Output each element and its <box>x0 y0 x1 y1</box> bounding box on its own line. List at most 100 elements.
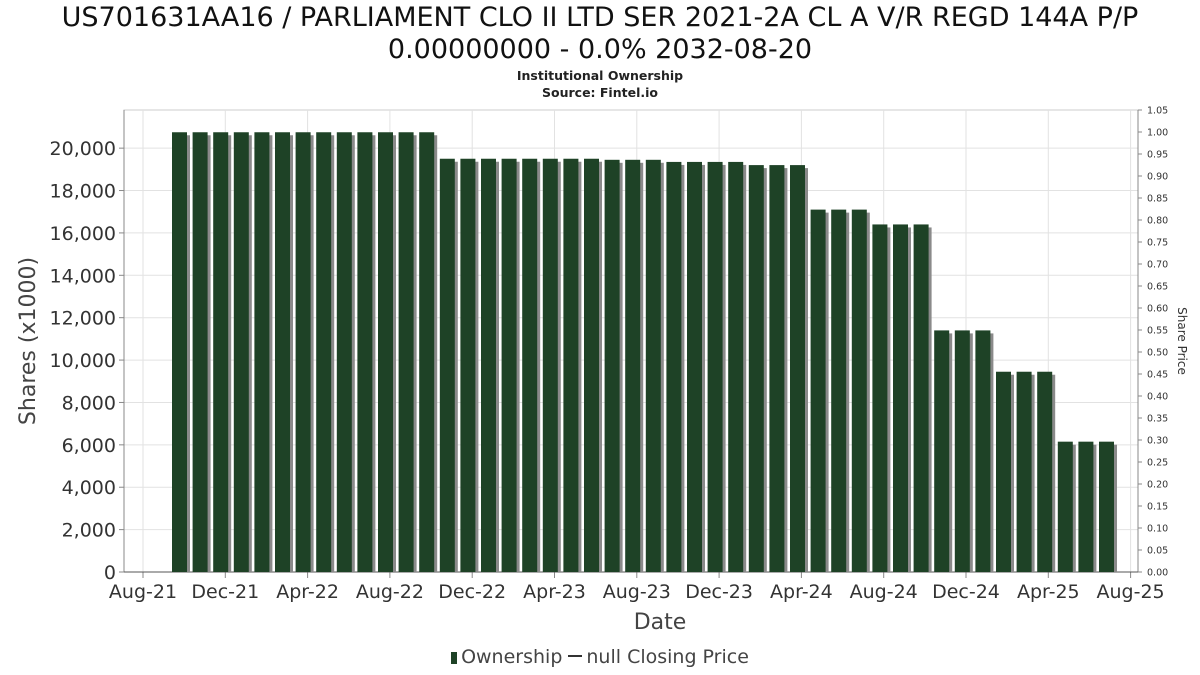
y2-tick-label: 0.25 <box>1147 458 1168 469</box>
price-legend-line <box>568 655 583 657</box>
ownership-bar <box>1016 371 1032 572</box>
y-tick-label: 10,000 <box>50 350 116 372</box>
y-tick-label: 4,000 <box>62 477 116 499</box>
ownership-bar <box>1057 441 1073 572</box>
chart-legend: Ownership null Closing Price <box>0 646 1200 668</box>
ownership-bar <box>810 209 826 572</box>
ownership-bar <box>439 158 455 573</box>
ownership-bar <box>584 158 599 573</box>
ownership-bar <box>378 132 393 572</box>
x-tick-label: Aug-24 <box>850 581 918 603</box>
y2-tick-label: 0.70 <box>1147 260 1168 271</box>
x-tick-label: Apr-25 <box>1017 581 1080 603</box>
ownership-bar <box>460 158 476 573</box>
ownership-bar <box>913 224 929 572</box>
x-tick-label: Aug-23 <box>603 581 671 603</box>
ownership-bar <box>975 330 991 572</box>
ownership-bar <box>604 159 620 573</box>
ownership-bar <box>625 159 641 573</box>
y2-tick-label: 1.00 <box>1147 128 1168 139</box>
ownership-bar <box>996 371 1011 572</box>
ownership-bar <box>893 224 908 572</box>
ownership-bar <box>1078 441 1094 572</box>
ownership-bar <box>707 161 723 573</box>
y2-tick-label: 0.15 <box>1147 502 1168 513</box>
y2-tick-label: 0.80 <box>1147 216 1168 227</box>
ownership-bar <box>563 158 579 573</box>
ownership-bar <box>790 165 805 572</box>
y2-tick-label: 0.30 <box>1147 436 1168 447</box>
ownership-bar <box>1037 371 1053 572</box>
y-tick-label: 20,000 <box>50 138 116 160</box>
ownership-bar <box>522 158 538 573</box>
y-axis-title: Shares (x1000) <box>16 257 41 425</box>
ownership-bar <box>666 161 682 573</box>
x-tick-label: Dec-21 <box>191 581 259 603</box>
ownership-legend-swatch <box>451 652 458 664</box>
ownership-bar <box>748 165 764 572</box>
ownership-bar <box>769 165 785 572</box>
ownership-legend-label: Ownership <box>461 646 563 668</box>
y2-tick-label: 0.90 <box>1147 172 1168 183</box>
chart-title-line1: US701631AA16 / PARLIAMENT CLO II LTD SER… <box>61 2 1139 33</box>
y2-tick-label: 0.95 <box>1147 150 1168 161</box>
x-tick-label: Dec-22 <box>438 581 506 603</box>
y2-tick-label: 0.35 <box>1147 414 1168 425</box>
ownership-bar <box>233 132 249 572</box>
y-tick-label: 8,000 <box>62 392 116 414</box>
ownership-bar <box>934 330 950 572</box>
y2-tick-label: 0.60 <box>1147 304 1168 315</box>
y2-tick-label: 0.45 <box>1147 370 1168 381</box>
y2-tick-label: 0.85 <box>1147 194 1168 205</box>
ownership-bar <box>728 161 744 573</box>
y2-tick-label: 0.10 <box>1147 524 1168 535</box>
ownership-bar <box>398 132 414 572</box>
ownership-bar <box>481 158 496 573</box>
ownership-bar <box>542 158 558 573</box>
x-tick-label: Aug-25 <box>1097 581 1165 603</box>
y2-tick-label: 1.05 <box>1147 106 1168 117</box>
y2-tick-label: 0.00 <box>1147 568 1168 579</box>
ownership-bar <box>316 132 332 572</box>
y-tick-label: 0 <box>104 562 116 584</box>
ownership-bar <box>501 158 517 573</box>
y2-tick-label: 0.05 <box>1147 546 1168 557</box>
ownership-bar <box>872 224 888 572</box>
ownership-bar <box>1099 441 1114 572</box>
ownership-bar <box>645 159 661 573</box>
ownership-bar <box>336 132 352 572</box>
ownership-bar <box>213 132 229 572</box>
y2-tick-label: 0.65 <box>1147 282 1168 293</box>
y2-tick-label: 0.50 <box>1147 348 1168 359</box>
ownership-bar <box>831 209 847 572</box>
chart-source: Source: Fintel.io <box>542 85 658 100</box>
x-tick-label: Apr-24 <box>770 581 833 603</box>
ownership-bar <box>192 132 208 572</box>
y-tick-label: 18,000 <box>50 181 116 203</box>
y-tick-label: 6,000 <box>62 435 116 457</box>
y2-axis-title: Share Price <box>1175 307 1189 375</box>
ownership-bar <box>419 132 435 572</box>
y-tick-label: 14,000 <box>50 265 116 287</box>
ownership-bar <box>687 161 702 573</box>
x-axis-title: Date <box>634 610 687 635</box>
ownership-bar <box>172 132 187 572</box>
ownership-bar <box>357 132 373 572</box>
x-tick-label: Aug-21 <box>109 581 177 603</box>
ownership-bar <box>851 209 867 572</box>
ownership-bar <box>295 132 311 572</box>
ownership-bar <box>275 132 290 572</box>
y-tick-label: 16,000 <box>50 223 116 245</box>
x-tick-label: Dec-24 <box>932 581 1000 603</box>
chart-title-line2: 0.00000000 - 0.0% 2032-08-20 <box>387 34 813 65</box>
y2-tick-label: 0.55 <box>1147 326 1168 337</box>
ownership-bar <box>954 330 970 572</box>
x-tick-label: Apr-22 <box>276 581 339 603</box>
y2-tick-label: 0.40 <box>1147 392 1168 403</box>
x-tick-label: Apr-23 <box>523 581 586 603</box>
ownership-bar <box>254 132 270 572</box>
x-tick-label: Dec-23 <box>685 581 753 603</box>
chart-subtitle: Institutional Ownership <box>516 68 684 83</box>
x-tick-label: Aug-22 <box>356 581 424 603</box>
